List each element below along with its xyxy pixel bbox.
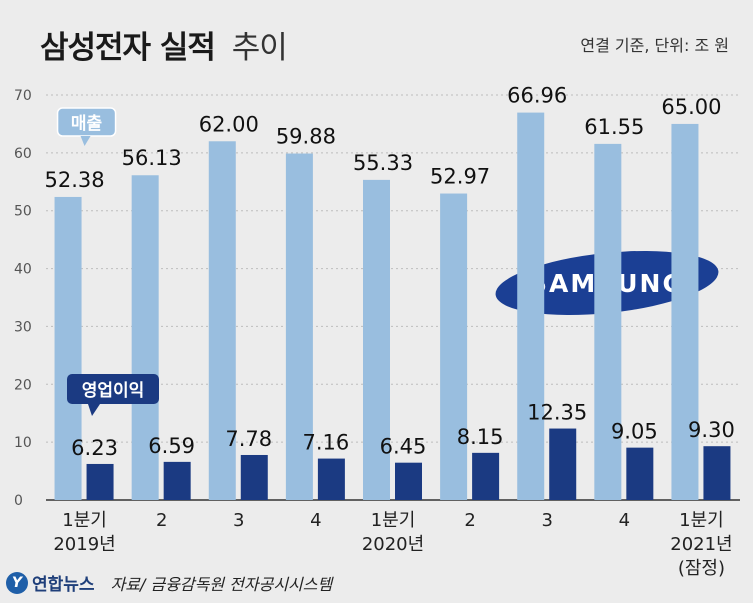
revenue-value-label: 66.96: [507, 84, 567, 108]
x-tick-label: 3: [541, 510, 552, 531]
x-tick-label: 3: [233, 510, 244, 531]
y-tick-label: 50: [14, 204, 32, 220]
y-tick-label: 70: [14, 88, 32, 104]
legend-operating-profit-callout: [67, 374, 159, 404]
operating-profit-value-label: 6.45: [380, 435, 427, 459]
chart-title: 삼성전자 실적 추이: [40, 22, 288, 67]
agency-name: 연합뉴스: [32, 575, 95, 595]
legend-revenue-label: 매출: [71, 114, 103, 134]
x-tick-label: 4: [310, 510, 321, 531]
operating-profit-value-label: 12.35: [527, 401, 587, 425]
footer: Y 연합뉴스 자료/ 금융감독원 전자공시시스템: [6, 570, 332, 595]
revenue-bar: [440, 193, 468, 501]
x-tick-label: 2019년: [53, 534, 115, 555]
revenue-value-label: 65.00: [661, 95, 721, 119]
revenue-bar: [54, 196, 82, 501]
revenue-bar: [208, 141, 236, 501]
agency-logo-icon: Y: [6, 571, 28, 594]
x-tick-label: 2021년: [670, 534, 732, 555]
operating-profit-value-label: 6.59: [148, 434, 195, 458]
y-tick-label: 60: [14, 146, 32, 162]
y-tick-label: 0: [14, 493, 23, 509]
y-tick-label: 40: [14, 262, 32, 278]
revenue-value-label: 62.00: [199, 112, 259, 136]
unit-note: 연결 기준, 단위: 조 원: [580, 36, 729, 55]
operating-profit-value-label: 9.05: [611, 420, 658, 444]
operating-profit-bar: [549, 428, 577, 500]
operating-profit-bar: [395, 462, 422, 500]
operating-profit-bar: [240, 454, 268, 500]
revenue-value-label: 56.13: [122, 146, 182, 170]
title-main: 삼성전자 실적: [40, 30, 216, 66]
operating-profit-value-label: 9.30: [688, 418, 735, 442]
legend-revenue-pointer: [80, 136, 91, 146]
y-tick-label: 10: [14, 435, 32, 451]
y-tick-label: 30: [14, 319, 32, 335]
revenue-bar: [285, 153, 313, 500]
revenue-bar: [594, 143, 622, 500]
x-tick-label: 1분기: [62, 510, 107, 531]
operating-profit-bar: [472, 452, 500, 500]
revenue-value-label: 52.38: [44, 168, 104, 192]
x-tick-label: 4: [619, 510, 630, 531]
revenue-value-label: 52.97: [430, 165, 490, 189]
revenue-bar: [671, 123, 699, 500]
operating-profit-bar: [703, 446, 731, 500]
operating-profit-bar: [317, 458, 345, 500]
revenue-value-label: 61.55: [584, 115, 644, 139]
legend-operating-profit-pointer: [88, 404, 100, 416]
revenue-value-label: 55.33: [353, 151, 413, 175]
revenue-bar: [363, 179, 390, 500]
revenue-value-label: 59.88: [276, 125, 336, 149]
x-tick-label: 2020년: [362, 534, 424, 555]
x-tick-label: 2: [156, 510, 167, 531]
x-tick-label: 1분기: [371, 510, 416, 531]
operating-profit-bar: [86, 463, 114, 500]
title-subtitle: 추이: [231, 30, 288, 66]
operating-profit-value-label: 8.15: [457, 425, 504, 449]
operating-profit-bar: [626, 447, 654, 500]
operating-profit-value-label: 6.23: [71, 436, 118, 460]
x-tick-label: 1분기: [679, 510, 724, 531]
y-tick-label: 20: [14, 377, 32, 393]
operating-profit-value-label: 7.16: [303, 431, 350, 455]
operating-profit-value-label: 7.78: [225, 427, 272, 451]
x-tick-label: 2: [464, 510, 475, 531]
source-note: 자료/ 금융감독원 전자공시시스템: [110, 574, 333, 594]
operating-profit-bar: [163, 461, 191, 500]
legend-operating-profit-label: 영업이익: [82, 381, 145, 401]
x-tick-label: (잠정): [678, 558, 725, 579]
revenue-bar: [131, 175, 159, 500]
revenue-bar: [517, 112, 545, 501]
